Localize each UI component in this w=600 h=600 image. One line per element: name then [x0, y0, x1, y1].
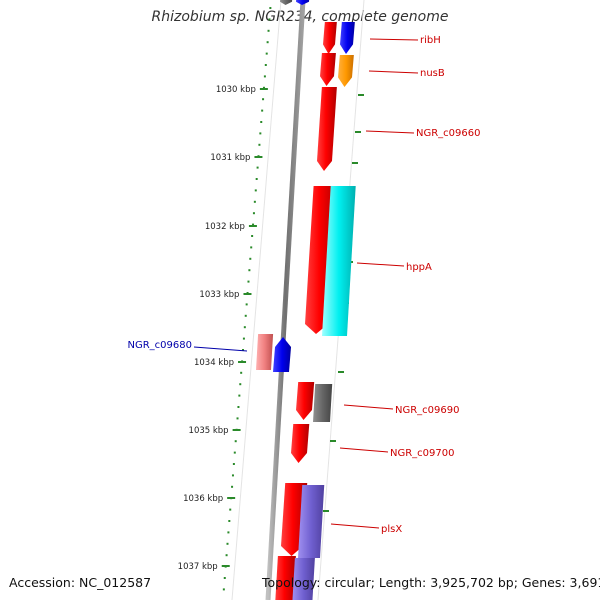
- gene-feature[interactable]: [296, 0, 310, 5]
- gene-label[interactable]: plsX: [381, 524, 402, 535]
- ruler-tick-label: 1037 kbp: [178, 562, 218, 572]
- gene-feature[interactable]: [273, 337, 292, 372]
- ruler-dot: [226, 542, 229, 545]
- ruler-dot: [232, 463, 235, 465]
- ruler-dot: [253, 200, 256, 203]
- ruler-dot: [265, 52, 268, 55]
- genome-backbone: [265, 0, 306, 600]
- ruler-dot: [231, 485, 234, 488]
- ruler-dot: [239, 383, 242, 386]
- gene-labels: ribH nusB NGR_c09660 hppA NGR_c09680 NGR_c096…: [128, 35, 481, 535]
- gene-feature[interactable]: [298, 485, 325, 558]
- ruler-dot: [223, 577, 226, 579]
- gene-feature[interactable]: [291, 424, 310, 463]
- ruler-tick-label: 1030 kbp: [216, 85, 256, 95]
- ruler-dot: [242, 349, 244, 351]
- ruler-dot: [262, 98, 265, 101]
- ruler-dot: [261, 109, 264, 112]
- ruler-dot: [250, 246, 253, 249]
- topology-text: Topology: circular; Length: 3,925,702 bp…: [262, 575, 600, 590]
- ruler-dot: [236, 417, 239, 420]
- ruler-dot: [268, 18, 271, 21]
- ruler-dot: [252, 212, 255, 215]
- gene-feature[interactable]: [323, 22, 337, 54]
- label-leader-line: [365, 130, 415, 134]
- gene-feature[interactable]: [280, 0, 293, 5]
- ruler-dot: [267, 29, 270, 32]
- label-leader-line: [339, 447, 389, 453]
- ruler-dot: [242, 337, 245, 340]
- ruler-dot: [258, 143, 261, 146]
- ruler-dot: [249, 257, 252, 260]
- ruler-dot: [269, 7, 272, 9]
- ruler-tick-label: 1036 kbp: [183, 494, 223, 504]
- label-leader-line: [193, 346, 248, 352]
- gene-feature[interactable]: [340, 22, 355, 54]
- gene-label[interactable]: hppA: [406, 262, 432, 273]
- ruler-dot: [247, 280, 250, 283]
- ruler-dot: [260, 121, 263, 123]
- ruler-dot: [255, 178, 258, 180]
- ruler-dot: [248, 269, 251, 272]
- gene-label[interactable]: NGR_c09700: [390, 448, 455, 459]
- ruler-dot: [251, 235, 254, 237]
- gene-label[interactable]: ribH: [420, 35, 441, 46]
- ruler-dot: [254, 189, 257, 192]
- ruler-dot: [264, 64, 267, 66]
- ruler-dot: [225, 554, 228, 557]
- ruler-dot: [259, 132, 262, 135]
- ruler-dot: [262, 86, 265, 89]
- gene-track: [256, 0, 356, 600]
- ruler-dot: [233, 451, 236, 454]
- gene-feature[interactable]: [322, 186, 356, 336]
- gene-feature[interactable]: [320, 53, 336, 86]
- gene-feature[interactable]: [256, 334, 274, 370]
- label-leader-line: [343, 404, 394, 410]
- ruler-dot: [227, 531, 230, 534]
- ruler-dot: [228, 520, 231, 522]
- ruler-dot: [252, 223, 255, 226]
- ruler: 1030 kbp 1031 kbp 1032 kbp 1033 kbp 1034 kbp…: [178, 7, 364, 591]
- gene-feature[interactable]: [338, 55, 354, 87]
- label-leader-line: [368, 70, 419, 74]
- ruler-tick-label: 1035 kbp: [189, 426, 229, 436]
- gene-label[interactable]: NGR_c09690: [395, 405, 460, 416]
- ruler-dot: [231, 474, 234, 477]
- accession-text: Accession: NC_012587: [9, 575, 152, 590]
- ruler-dot: [266, 41, 269, 44]
- ruler-dot: [263, 75, 266, 78]
- gene-feature[interactable]: [313, 384, 333, 422]
- ruler-tick-label: 1034 kbp: [194, 358, 234, 368]
- ruler-tick-label: 1033 kbp: [199, 290, 239, 300]
- label-leader-line: [330, 523, 380, 529]
- label-leader-line: [369, 38, 419, 41]
- ruler-dot: [243, 326, 246, 329]
- gene-label[interactable]: NGR_c09680: [128, 340, 193, 351]
- ruler-dot: [222, 588, 225, 591]
- gene-feature[interactable]: [317, 87, 337, 171]
- gene-label[interactable]: NGR_c09660: [416, 128, 481, 139]
- ruler-tick-label: 1031 kbp: [210, 153, 250, 163]
- ruler-dot: [237, 406, 240, 408]
- gene-feature[interactable]: [275, 556, 296, 600]
- ruler-dot: [240, 371, 243, 374]
- ruler-dot: [234, 440, 237, 443]
- gene-feature[interactable]: [296, 382, 315, 420]
- ruler-dot: [245, 303, 248, 306]
- ruler-tick-label: 1032 kbp: [205, 222, 245, 232]
- ruler-dot: [244, 314, 247, 317]
- ruler-dot: [256, 166, 259, 169]
- ruler-dot: [229, 508, 232, 511]
- gene-feature[interactable]: [292, 558, 315, 600]
- gene-label[interactable]: nusB: [420, 68, 445, 79]
- label-leader-line: [356, 262, 405, 267]
- ruler-dot: [238, 394, 241, 397]
